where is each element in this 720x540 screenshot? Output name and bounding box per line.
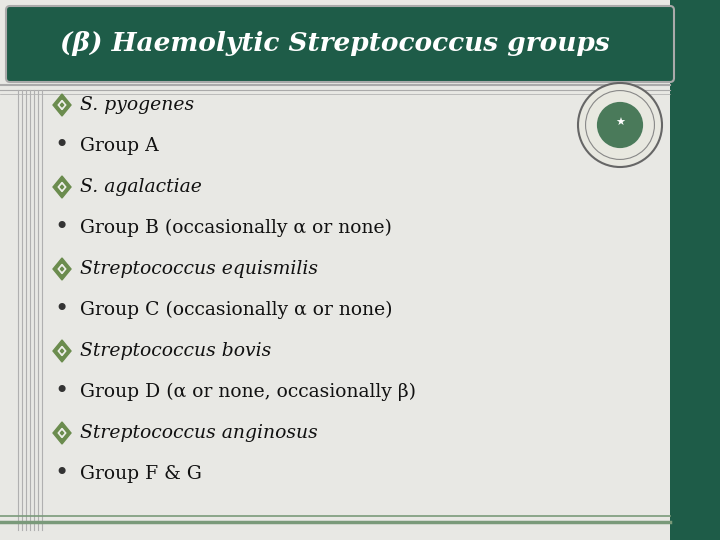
Polygon shape: [58, 346, 66, 356]
Text: S. pyogenes: S. pyogenes: [80, 96, 194, 114]
Text: Streptococcus bovis: Streptococcus bovis: [80, 342, 271, 360]
Text: •: •: [55, 299, 69, 321]
Text: Group C (occasionally α or none): Group C (occasionally α or none): [80, 301, 392, 319]
Text: Group B (occasionally α or none): Group B (occasionally α or none): [80, 219, 392, 237]
Circle shape: [578, 83, 662, 167]
Text: Group A: Group A: [80, 137, 158, 155]
Polygon shape: [53, 422, 71, 444]
Polygon shape: [53, 94, 71, 116]
Polygon shape: [60, 349, 63, 353]
Polygon shape: [58, 428, 66, 437]
Polygon shape: [53, 258, 71, 280]
Polygon shape: [60, 431, 63, 435]
Text: Streptococcus anginosus: Streptococcus anginosus: [80, 424, 318, 442]
Polygon shape: [58, 265, 66, 274]
Text: Streptococcus equismilis: Streptococcus equismilis: [80, 260, 318, 278]
Text: (β) Haemolytic Streptococcus groups: (β) Haemolytic Streptococcus groups: [60, 30, 610, 56]
Text: •: •: [55, 134, 69, 158]
Polygon shape: [58, 100, 66, 110]
FancyBboxPatch shape: [6, 6, 674, 82]
Text: ★: ★: [615, 118, 625, 128]
Text: Group D (α or none, occasionally β): Group D (α or none, occasionally β): [80, 383, 416, 401]
Polygon shape: [53, 340, 71, 362]
Text: Group F & G: Group F & G: [80, 465, 202, 483]
Polygon shape: [58, 183, 66, 192]
Polygon shape: [60, 267, 63, 271]
Text: •: •: [55, 462, 69, 485]
Polygon shape: [53, 176, 71, 198]
Text: S. agalactiae: S. agalactiae: [80, 178, 202, 196]
Circle shape: [597, 102, 643, 148]
Polygon shape: [60, 103, 63, 107]
Polygon shape: [60, 185, 63, 189]
Text: •: •: [55, 381, 69, 403]
Text: •: •: [55, 217, 69, 240]
Bar: [670, 0, 720, 540]
